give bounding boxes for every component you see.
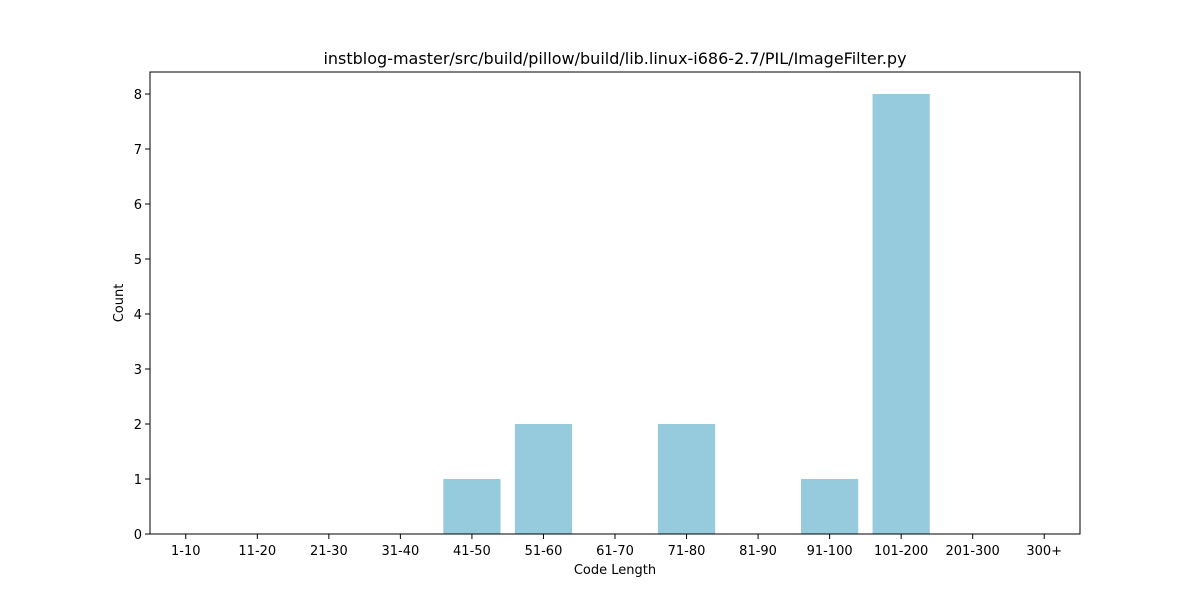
bars-group	[443, 94, 930, 534]
y-axis-label: Count	[112, 284, 127, 323]
y-tick-label: 8	[134, 88, 142, 103]
y-tick-label: 0	[134, 528, 142, 543]
y-tick-label: 5	[134, 253, 142, 268]
y-tick-label: 3	[134, 363, 142, 378]
bar-71-80	[657, 424, 716, 534]
y-tick-label: 7	[134, 143, 142, 158]
x-axis-label: Code Length	[574, 563, 656, 578]
y-tick-label: 4	[134, 308, 142, 323]
x-tick-label: 51-60	[525, 544, 563, 559]
y-axis-ticks: 0 1 2 3 4 5 6 7 8	[134, 88, 150, 543]
y-tick-label: 1	[134, 473, 142, 488]
x-tick-label: 300+	[1026, 544, 1062, 559]
x-tick-label: 81-90	[739, 544, 777, 559]
chart-title: instblog-master/src/build/pillow/build/l…	[323, 49, 906, 68]
x-tick-label: 41-50	[453, 544, 491, 559]
bar-91-100	[801, 479, 859, 534]
bar-51-60	[514, 424, 573, 534]
y-tick-label: 6	[134, 198, 142, 213]
x-tick-label: 201-300	[946, 544, 1000, 559]
x-tick-label: 21-30	[310, 544, 348, 559]
x-tick-label: 1-10	[171, 544, 201, 559]
x-axis-ticks: 1-10 11-20 21-30 31-40 41-50 51-60 61-70 71-80 8…	[171, 534, 1062, 559]
x-tick-label: 31-40	[381, 544, 419, 559]
x-tick-label: 101-200	[874, 544, 928, 559]
x-tick-label: 61-70	[596, 544, 634, 559]
y-tick-label: 2	[134, 418, 142, 433]
x-tick-label: 71-80	[668, 544, 706, 559]
x-tick-label: 11-20	[238, 544, 276, 559]
x-tick-label: 91-100	[807, 544, 853, 559]
plot-frame	[149, 71, 1081, 535]
bar-101-200	[872, 94, 930, 534]
bar-41-50	[443, 479, 501, 534]
